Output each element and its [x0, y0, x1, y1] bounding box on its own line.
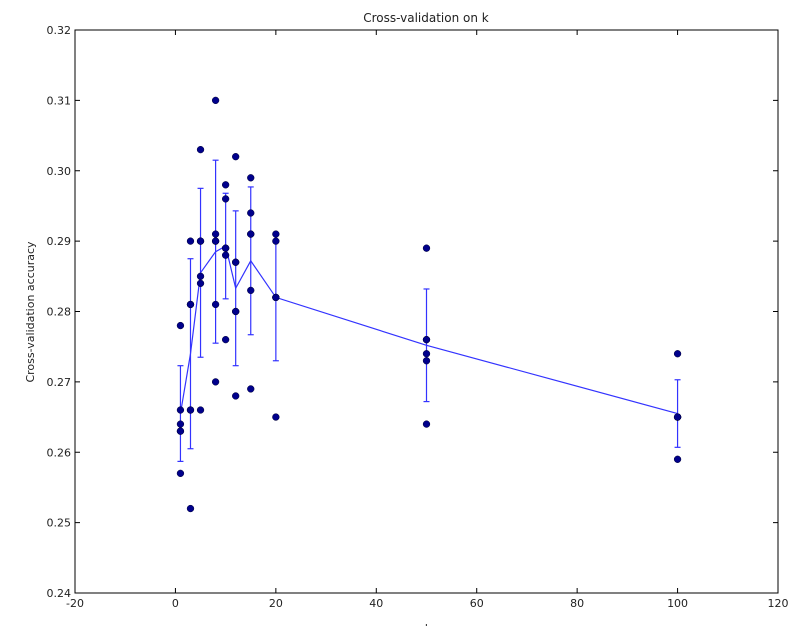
data-point: [272, 237, 280, 245]
data-point: [186, 504, 195, 513]
data-point: [196, 279, 205, 288]
data-point: [211, 96, 220, 105]
data-point: [211, 300, 220, 309]
data-point: [211, 230, 220, 238]
data-point: [247, 174, 255, 182]
data-point: [422, 244, 431, 252]
data-point: [673, 350, 682, 358]
data-point: [673, 455, 682, 463]
data-point: [221, 244, 230, 252]
x-tick-label: 40: [369, 597, 383, 610]
data-point: [232, 392, 240, 400]
y-tick-label: 0.30: [47, 165, 72, 178]
x-tick-label: 0: [172, 597, 179, 610]
data-point: [221, 336, 230, 344]
data-point: [247, 209, 255, 217]
data-point: [211, 237, 220, 245]
data-point: [176, 469, 185, 478]
data-point: [422, 336, 431, 344]
data-point: [196, 406, 205, 414]
data-point: [272, 230, 280, 238]
data-point: [176, 321, 185, 330]
data-point: [247, 385, 255, 393]
x-tick-label: 20: [269, 597, 283, 610]
data-point: [186, 237, 195, 245]
x-tick-label: 60: [470, 597, 484, 610]
data-point: [176, 406, 185, 414]
data-point: [221, 251, 230, 259]
data-point: [422, 350, 431, 358]
y-tick-label: 0.32: [47, 24, 72, 37]
x-tick-label: 80: [570, 597, 584, 610]
data-point: [232, 258, 240, 266]
y-tick-label: 0.27: [47, 376, 72, 389]
data-point: [272, 413, 280, 421]
data-point: [176, 420, 185, 428]
data-point: [673, 413, 682, 421]
y-axis-title: Cross-validation accuracy: [24, 241, 37, 383]
y-tick-label: 0.31: [47, 94, 72, 107]
x-axis-title: k: [425, 622, 432, 626]
data-point: [232, 153, 240, 161]
chart-title: Cross-validation on k: [363, 11, 489, 25]
y-tick-label: 0.25: [47, 517, 72, 530]
data-point: [186, 300, 195, 309]
data-point: [422, 420, 431, 428]
data-point: [221, 181, 230, 189]
data-point: [196, 272, 205, 280]
data-point: [176, 427, 185, 435]
data-point: [247, 230, 255, 238]
data-point: [247, 286, 255, 295]
data-point: [196, 237, 205, 245]
y-tick-label: 0.29: [47, 235, 72, 248]
data-point: [196, 145, 205, 154]
x-tick-label: 100: [667, 597, 688, 610]
data-point: [232, 307, 240, 316]
y-tick-label: 0.24: [47, 587, 72, 600]
data-point: [272, 293, 280, 302]
data-point: [422, 357, 431, 365]
data-point: [211, 378, 220, 386]
x-tick-label: 120: [768, 597, 789, 610]
y-tick-label: 0.26: [47, 446, 72, 459]
x-tick-label: -20: [66, 597, 84, 610]
y-tick-label: 0.28: [47, 306, 72, 319]
mean-accuracy-line: [179, 245, 678, 415]
data-point: [186, 406, 195, 414]
data-point: [221, 195, 230, 203]
